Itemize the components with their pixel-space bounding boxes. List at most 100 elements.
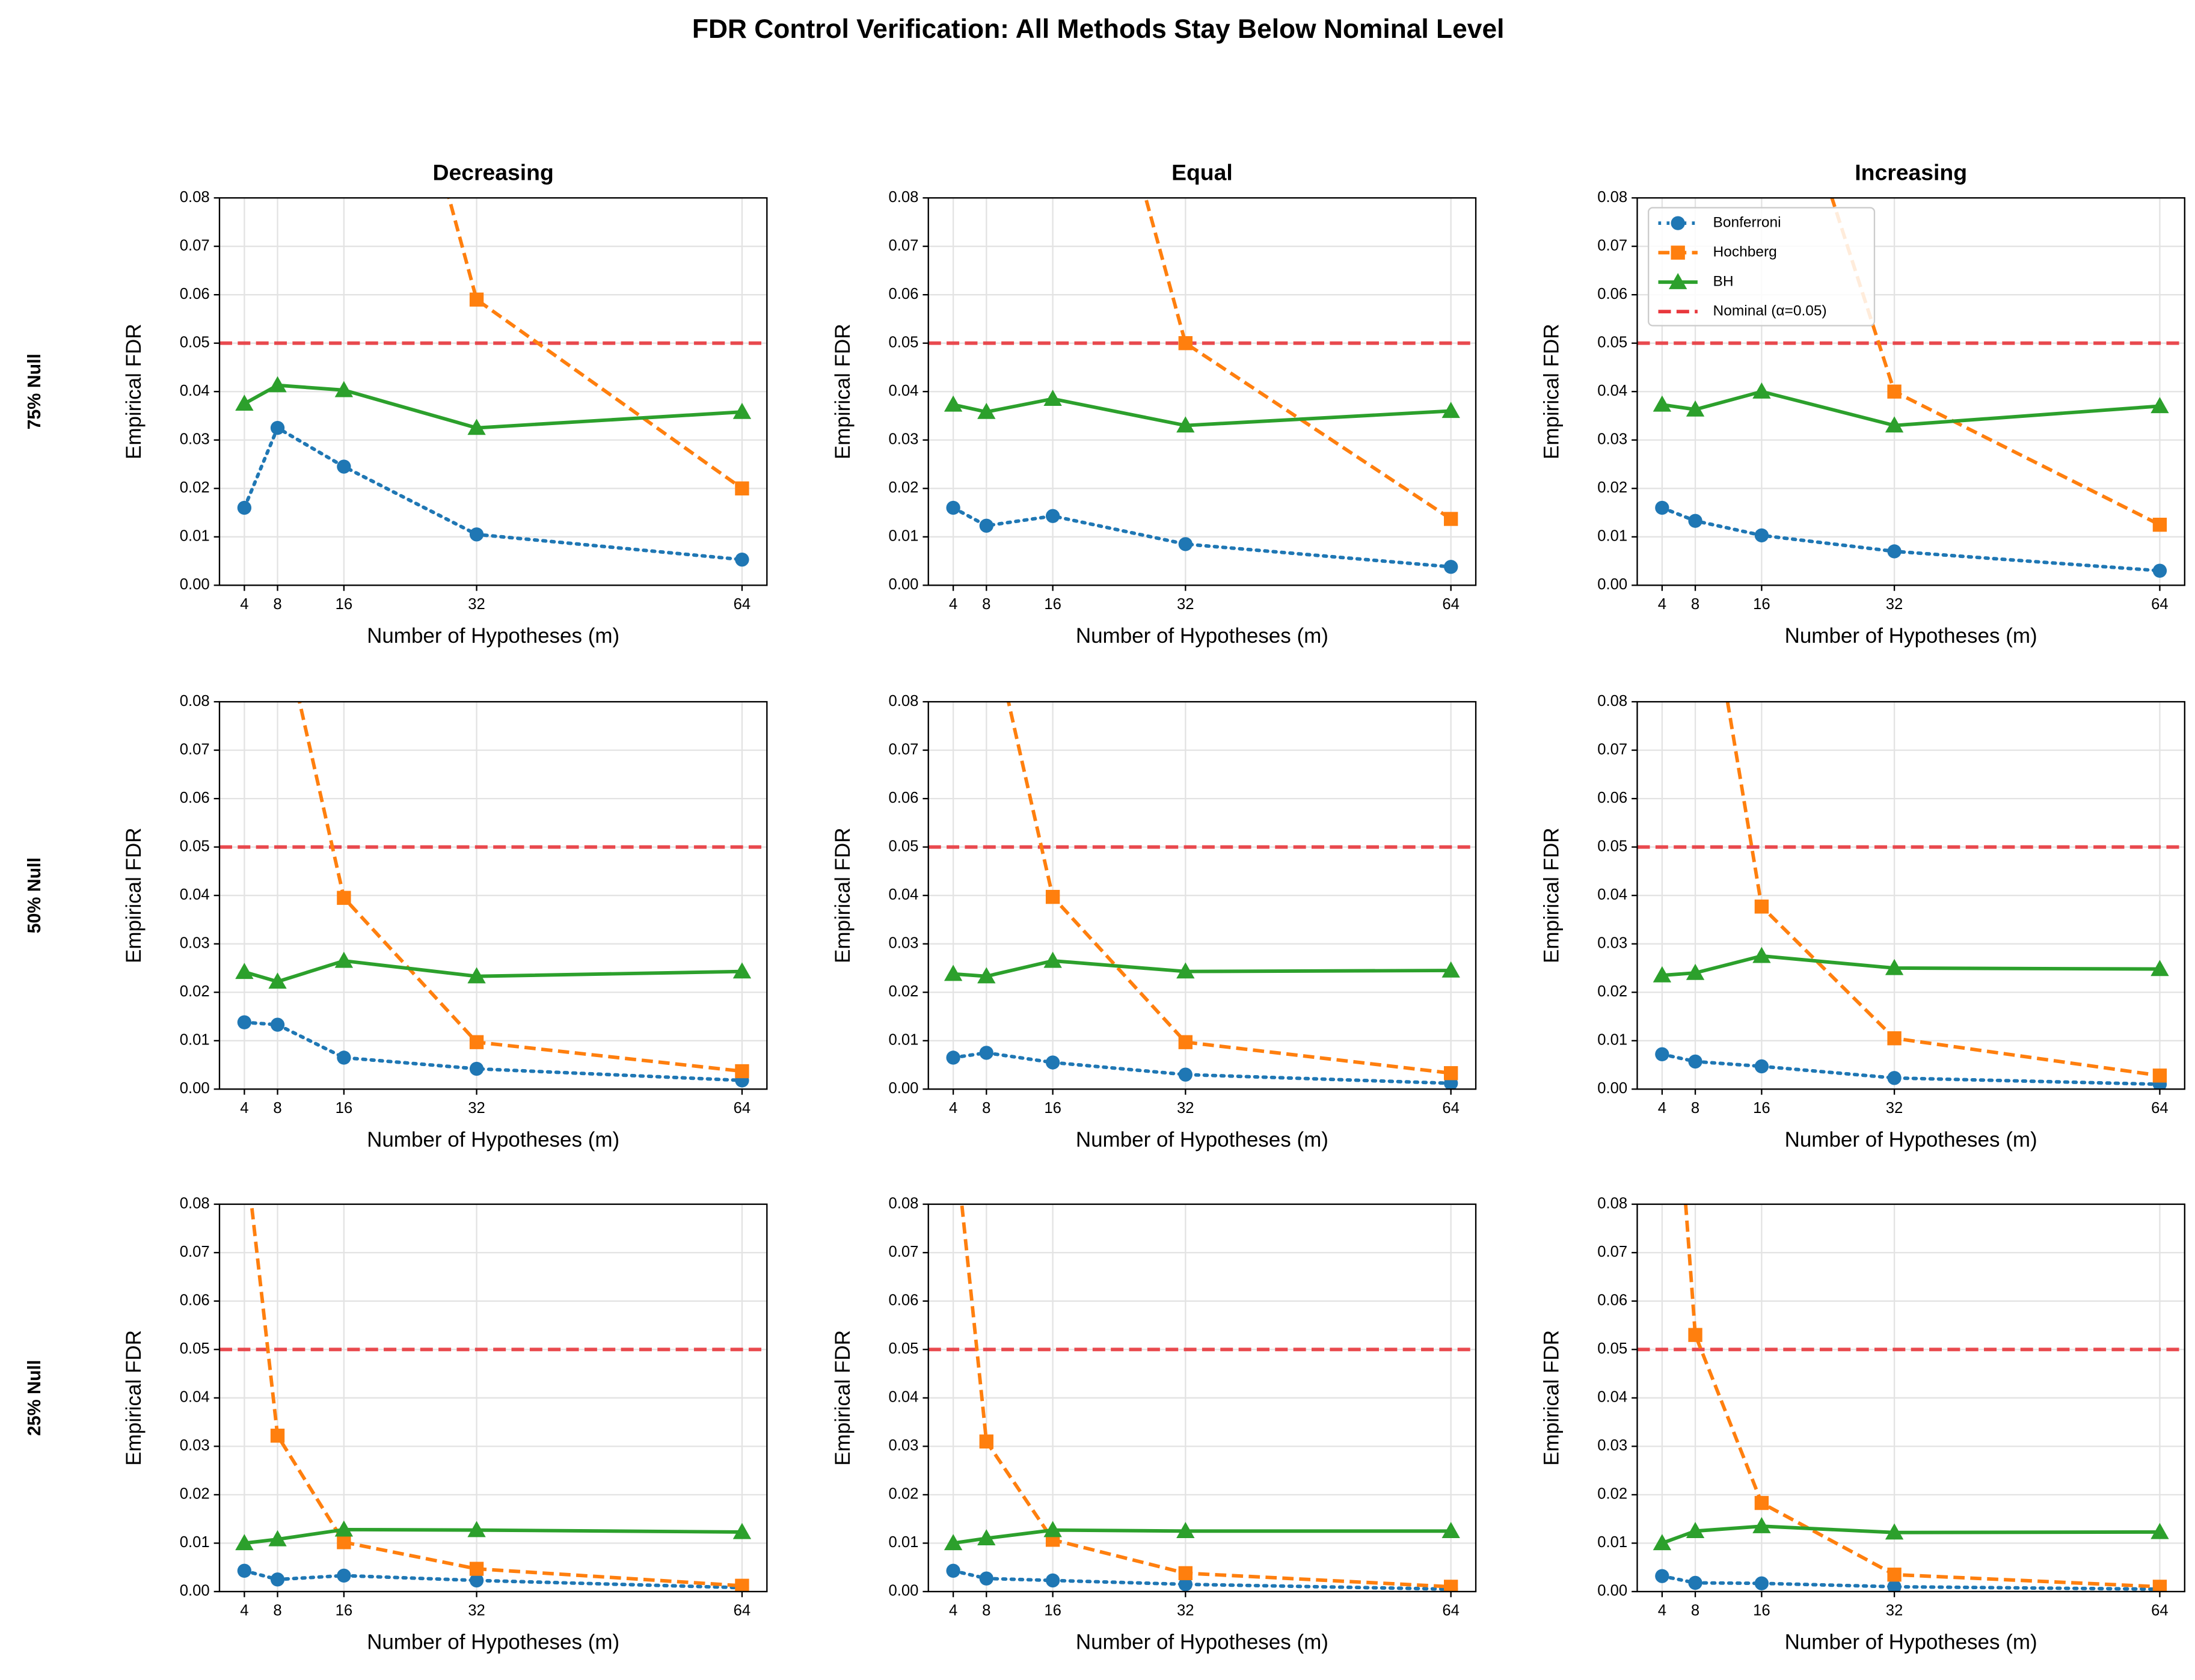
y-tick-label: 0.04 [180, 382, 210, 399]
x-tick-label: 4 [1658, 1100, 1666, 1117]
y-tick-label: 0.02 [180, 983, 210, 1000]
y-tick-label: 0.07 [1597, 237, 1627, 254]
marker-triangle [1885, 416, 1904, 433]
marker-circle [979, 518, 993, 533]
x-tick-label: 64 [2151, 1100, 2169, 1117]
y-tick-label: 0.05 [1597, 1340, 1627, 1357]
x-tick-label: 32 [468, 596, 485, 613]
y-tick-label: 0.03 [1597, 1437, 1627, 1454]
marker-square [1178, 1566, 1193, 1581]
marker-circle [270, 1017, 285, 1032]
marker-circle [1178, 1577, 1193, 1592]
y-tick-label: 0.05 [1597, 838, 1627, 854]
y-tick-label: 0.05 [1597, 334, 1627, 351]
axes-frame [1636, 197, 2185, 586]
y-tick-label: 0.08 [180, 693, 210, 710]
marker-square [1178, 336, 1193, 351]
marker-circle [1655, 1047, 1669, 1062]
x-tick-label: 16 [336, 1100, 353, 1117]
legend-box [1647, 207, 1876, 326]
marker-triangle [977, 967, 996, 984]
y-axis-label: Empirical FDR [1540, 323, 1564, 459]
marker-triangle [732, 962, 752, 979]
y-tick-label: 0.04 [1597, 886, 1627, 903]
marker-triangle [1176, 416, 1195, 433]
x-tick-label: 64 [734, 1602, 751, 1619]
x-tick-label: 8 [273, 596, 281, 613]
marker-circle [1754, 528, 1769, 543]
marker-square [2152, 1580, 2167, 1592]
x-tick-label: 64 [2151, 1602, 2169, 1619]
marker-triangle [1441, 402, 1460, 418]
marker-triangle [1176, 962, 1195, 979]
x-tick-label: 4 [1658, 1602, 1666, 1619]
marker-triangle [235, 394, 254, 411]
marker-square [1444, 512, 1458, 526]
marker-circle [1178, 1067, 1193, 1082]
y-tick-label: 0.03 [180, 935, 210, 952]
legend-label: Bonferroni [1713, 215, 1781, 231]
marker-circle [2152, 563, 2167, 578]
marker-circle [1688, 514, 1702, 528]
x-axis-label: Number of Hypotheses (m) [1076, 624, 1328, 648]
y-tick-label: 0.02 [888, 479, 918, 496]
plot-area [219, 702, 767, 1088]
marker-triangle [1752, 382, 1771, 399]
plot-area [219, 198, 767, 567]
x-axis-label: Number of Hypotheses (m) [367, 1631, 619, 1654]
y-tick-label: 0.04 [180, 1389, 210, 1406]
marker-circle [735, 552, 749, 567]
y-axis-label: Empirical FDR [831, 827, 855, 963]
y-tick-label: 0.07 [1597, 741, 1627, 758]
marker-square [1887, 1568, 1902, 1582]
marker-circle [1655, 500, 1669, 515]
x-axis-label: Number of Hypotheses (m) [1076, 1128, 1328, 1151]
x-tick-label: 16 [1753, 1602, 1770, 1619]
marker-triangle [1653, 395, 1672, 412]
x-tick-label: 4 [1658, 596, 1666, 613]
axes-frame [218, 1203, 768, 1593]
marker-triangle [977, 402, 996, 419]
y-tick-label: 0.08 [1597, 189, 1627, 206]
marker-circle [270, 420, 285, 435]
marker-square [2152, 1068, 2167, 1083]
x-axis-label: Number of Hypotheses (m) [1785, 624, 2037, 648]
y-tick-label: 0.07 [888, 741, 918, 758]
marker-circle [979, 1571, 993, 1586]
marker-circle [1754, 1576, 1769, 1590]
marker-triangle [732, 1522, 752, 1539]
y-tick-label: 0.01 [1597, 1534, 1627, 1551]
x-tick-label: 8 [982, 596, 990, 613]
series-line [447, 198, 743, 490]
subplot: 0.00 0.01 0.02 0.03 0.04 0.05 0.06 0.07 0.08 4 8 16… [831, 693, 1477, 1151]
subplot: 0.00 0.01 0.02 0.03 0.04 0.05 0.06 0.07 0.08 4 8 16… [831, 1195, 1477, 1654]
marker-circle [270, 1572, 285, 1587]
axes-frame [927, 701, 1477, 1090]
y-tick-label: 0.06 [180, 1292, 210, 1309]
marker-square [337, 891, 351, 905]
marker-square [2152, 518, 2167, 532]
marker-square [1754, 900, 1769, 914]
subplot-title: Increasing [1855, 159, 1967, 185]
marker-circle [469, 1061, 484, 1076]
subplot: 0.00 0.01 0.02 0.03 0.04 0.05 0.06 0.07 0.08 4 8 16… [831, 159, 1477, 648]
marker-triangle [1885, 1523, 1904, 1540]
marker-triangle [1752, 946, 1771, 963]
subplot: 0.00 0.01 0.02 0.03 0.04 0.05 0.06 0.07 0.08 4 8 16… [1540, 693, 2185, 1151]
series-line [1144, 198, 1452, 521]
marker-circle [1045, 1573, 1060, 1588]
marker-triangle [1653, 966, 1672, 983]
y-tick-label: 0.03 [888, 935, 918, 952]
marker-circle [1045, 1055, 1060, 1070]
marker-circle [1444, 560, 1458, 574]
marker-triangle [1441, 961, 1460, 978]
y-tick-label: 0.08 [888, 189, 918, 206]
marker-square [735, 1064, 749, 1079]
y-tick-label: 0.07 [888, 237, 918, 254]
x-tick-label: 32 [468, 1602, 485, 1619]
subplot-title: Decreasing [433, 159, 554, 185]
marker-circle [1671, 216, 1685, 230]
marker-triangle [944, 395, 963, 412]
x-tick-label: 32 [1177, 596, 1194, 613]
